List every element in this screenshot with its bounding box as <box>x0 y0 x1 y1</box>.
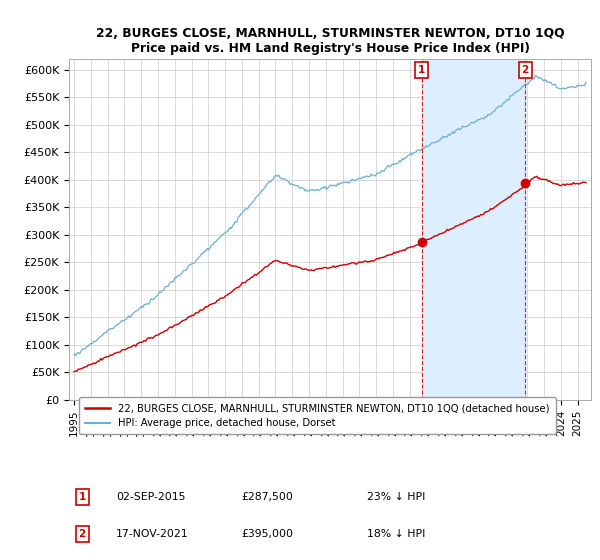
Title: 22, BURGES CLOSE, MARNHULL, STURMINSTER NEWTON, DT10 1QQ
Price paid vs. HM Land : 22, BURGES CLOSE, MARNHULL, STURMINSTER … <box>95 27 565 55</box>
Text: £287,500: £287,500 <box>241 492 293 502</box>
Text: £395,000: £395,000 <box>241 529 293 539</box>
Text: 2: 2 <box>521 65 529 75</box>
Text: 18% ↓ HPI: 18% ↓ HPI <box>367 529 425 539</box>
Text: 17-NOV-2021: 17-NOV-2021 <box>116 529 188 539</box>
Text: 1: 1 <box>418 65 425 75</box>
Text: 02-SEP-2015: 02-SEP-2015 <box>116 492 185 502</box>
Text: 2: 2 <box>79 529 86 539</box>
Bar <box>422 59 525 400</box>
Text: 1: 1 <box>79 492 86 502</box>
Text: 23% ↓ HPI: 23% ↓ HPI <box>367 492 425 502</box>
Legend: 22, BURGES CLOSE, MARNHULL, STURMINSTER NEWTON, DT10 1QQ (detached house), HPI: : 22, BURGES CLOSE, MARNHULL, STURMINSTER … <box>79 397 556 434</box>
